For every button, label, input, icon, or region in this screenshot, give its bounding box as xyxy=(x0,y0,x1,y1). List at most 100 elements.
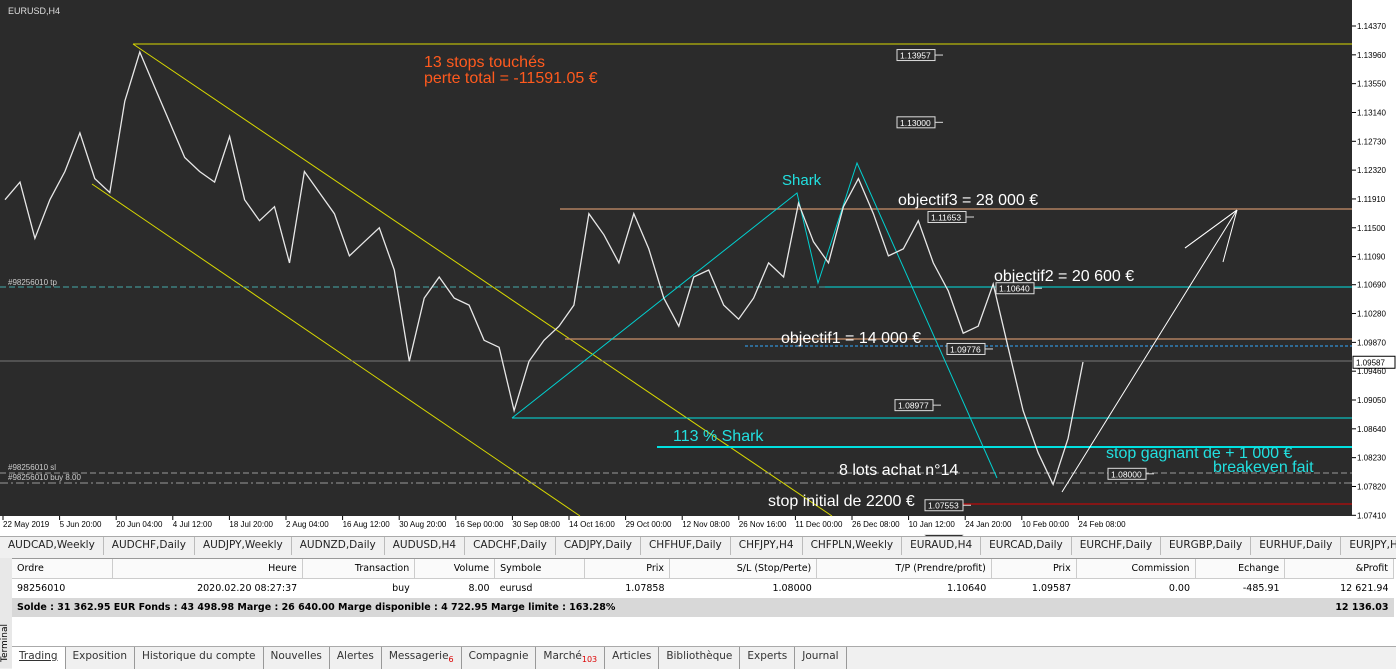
terminal-tab[interactable]: Marché103 xyxy=(536,647,605,669)
symbol-tab[interactable]: EURAUD,H4 xyxy=(902,537,981,555)
terminal-tab[interactable]: Trading xyxy=(12,647,66,669)
cell: 0.00 xyxy=(1076,579,1195,599)
y-tick-label: 1.07820 xyxy=(1357,482,1386,491)
price-box-label: 1.07553 xyxy=(928,501,959,511)
symbol-label: EURUSD,H4 xyxy=(8,6,60,16)
x-tick-label: 5 Jun 20:00 xyxy=(60,520,102,529)
y-tick-label: 1.09050 xyxy=(1357,396,1386,405)
symbol-tab[interactable]: EURCHF,Daily xyxy=(1072,537,1161,555)
cell: buy xyxy=(302,579,415,599)
y-tick-label: 1.11500 xyxy=(1357,224,1386,233)
symbol-tab[interactable]: AUDJPY,Weekly xyxy=(195,537,292,555)
terminal-tab[interactable]: Journal xyxy=(795,647,846,669)
y-tick-label: 1.07410 xyxy=(1357,511,1386,520)
cell: -485.91 xyxy=(1195,579,1285,599)
y-tick-label: 1.11910 xyxy=(1357,195,1386,204)
column-header: Symbole xyxy=(495,559,585,579)
symbol-tab[interactable]: EURJPY,H1 xyxy=(1341,537,1396,555)
summary-row: Solde : 31 362.95 EUR Fonds : 43 498.98 … xyxy=(12,598,1394,617)
summary-profit: 12 136.03 xyxy=(1285,598,1394,617)
price-chart: EURUSD,H4 13 stops touchés perte total =… xyxy=(0,0,1396,536)
x-tick-label: 22 May 2019 xyxy=(3,520,50,529)
y-tick-label: 1.12320 xyxy=(1357,166,1386,175)
terminal-tab[interactable]: Nouvelles xyxy=(264,647,330,669)
terminal-tab[interactable]: Alertes xyxy=(330,647,382,669)
terminal-tab[interactable]: Compagnie xyxy=(462,647,537,669)
cell: 1.09587 xyxy=(991,579,1076,599)
x-tick-label: 14 Oct 16:00 xyxy=(569,520,615,529)
cell: 1.08000 xyxy=(670,579,817,599)
terminal-tab[interactable]: Messagerie6 xyxy=(382,647,462,669)
symbol-tab[interactable]: CADCHF,Daily xyxy=(465,537,556,555)
order-label: #98256010 tp xyxy=(8,278,57,287)
x-tick-label: 10 Jan 12:00 xyxy=(909,520,956,529)
symbol-tab[interactable]: EURHUF,Daily xyxy=(1251,537,1341,555)
y-tick-label: 1.09870 xyxy=(1357,338,1386,347)
y-tick-label: 1.13140 xyxy=(1357,108,1386,117)
terminal-tab[interactable]: Exposition xyxy=(66,647,135,669)
badge: 103 xyxy=(582,655,597,664)
symbol-tab[interactable]: AUDCAD,Weekly xyxy=(0,537,104,555)
symbol-tab[interactable]: AUDUSD,H4 xyxy=(385,537,465,555)
x-tick-label: 26 Nov 16:00 xyxy=(739,520,787,529)
x-tick-label: 18 Jul 20:00 xyxy=(229,520,273,529)
annotation: 113 % Shark xyxy=(673,428,764,445)
column-header: Heure xyxy=(113,559,303,579)
symbol-tab[interactable]: EURCAD,Daily xyxy=(981,537,1072,555)
price-box-label: 1.10640 xyxy=(999,284,1030,294)
price-box-label: 1.09776 xyxy=(950,344,981,354)
x-tick-label: 29 Oct 00:00 xyxy=(626,520,672,529)
y-tick-label: 1.14370 xyxy=(1357,22,1386,31)
terminal-tab[interactable]: Bibliothèque xyxy=(659,647,740,669)
cell: eurusd xyxy=(495,579,585,599)
x-tick-label: 11 Dec 00:00 xyxy=(795,520,843,529)
summary: Solde : 31 362.95 EUR Fonds : 43 498.98 … xyxy=(12,598,1285,617)
x-tick-label: 24 Jan 20:00 xyxy=(965,520,1012,529)
price-box-label: 1.13957 xyxy=(900,51,931,61)
y-tick-label: 1.10690 xyxy=(1357,281,1386,290)
x-tick-label: 30 Aug 20:00 xyxy=(399,520,447,529)
x-tick-label: 16 Sep 00:00 xyxy=(456,520,504,529)
y-tick-label: 1.11090 xyxy=(1357,253,1386,262)
symbol-tab[interactable]: CADJPY,Daily xyxy=(556,537,641,555)
symbol-tab[interactable]: EURGBP,Daily xyxy=(1161,537,1251,555)
terminal-tab[interactable]: Historique du compte xyxy=(135,647,264,669)
y-tick-label: 1.13960 xyxy=(1357,51,1386,60)
column-header: Prix xyxy=(585,559,670,579)
x-tick-label: 2 Aug 04:00 xyxy=(286,520,329,529)
y-tick-label: 1.13550 xyxy=(1357,80,1386,89)
column-header: S/L (Stop/Perte) xyxy=(670,559,817,579)
symbol-tab[interactable]: AUDCHF,Daily xyxy=(104,537,195,555)
x-tick-label: 10 Feb 00:00 xyxy=(1022,520,1070,529)
order-label: #98256010 sl xyxy=(8,463,56,472)
y-tick-label: 1.08230 xyxy=(1357,454,1386,463)
symbol-tab[interactable]: CHFHUF,Daily xyxy=(641,537,731,555)
terminal-tab[interactable]: Experts xyxy=(740,647,795,669)
price-box-label: 1.13000 xyxy=(900,118,931,128)
annotation: 13 stops touchés xyxy=(424,54,545,71)
cell: 12 621.94 xyxy=(1285,579,1394,599)
x-tick-label: 16 Aug 12:00 xyxy=(343,520,391,529)
column-header: Prix xyxy=(991,559,1076,579)
annotation: objectif3 = 28 000 € xyxy=(898,192,1038,209)
annotation: 8 lots achat n°14 xyxy=(839,462,958,479)
symbol-tab[interactable]: AUDNZD,Daily xyxy=(292,537,385,555)
badge: 6 xyxy=(449,655,454,664)
symbol-tab[interactable]: CHFJPY,H4 xyxy=(731,537,803,555)
column-header: Commission xyxy=(1076,559,1195,579)
terminal-tab[interactable]: Articles xyxy=(605,647,659,669)
column-header: Volume xyxy=(415,559,495,579)
symbol-tab[interactable]: CHFPLN,Weekly xyxy=(803,537,903,555)
annotation: breakeven fait xyxy=(1213,459,1314,476)
annotation: stop initial de 2200 € xyxy=(768,493,915,510)
current-price: 1.09587 xyxy=(1356,358,1385,367)
x-tick-label: 4 Jul 12:00 xyxy=(173,520,213,529)
x-tick-label: 26 Dec 08:00 xyxy=(852,520,900,529)
column-header: T/P (Prendre/profit) xyxy=(817,559,992,579)
